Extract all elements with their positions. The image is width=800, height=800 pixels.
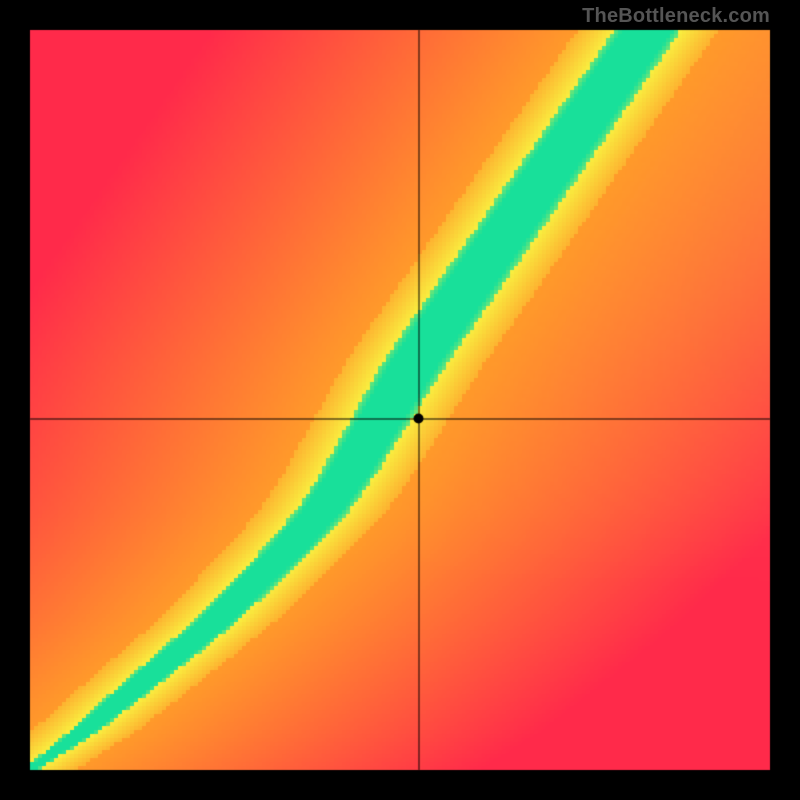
watermark-text: TheBottleneck.com xyxy=(582,5,770,28)
crosshair-overlay xyxy=(0,0,800,800)
